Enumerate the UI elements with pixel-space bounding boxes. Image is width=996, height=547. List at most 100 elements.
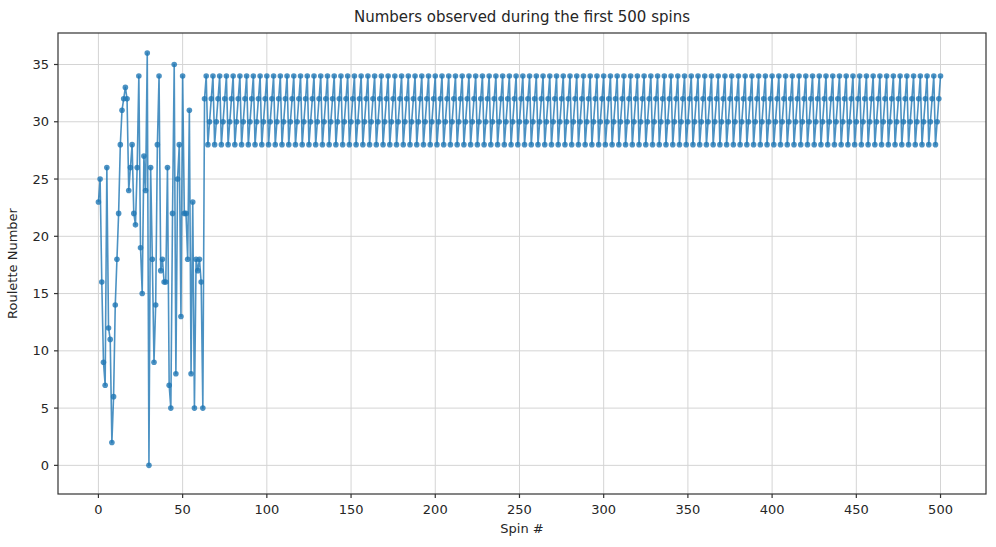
data-point-marker — [129, 142, 135, 148]
data-point-marker — [892, 142, 898, 148]
data-point-marker — [859, 142, 865, 148]
x-tick-label: 450 — [844, 502, 869, 517]
data-point-marker — [926, 142, 932, 148]
data-point-marker — [417, 96, 423, 102]
data-point-marker — [934, 119, 940, 125]
y-tick-label: 0 — [41, 458, 49, 473]
data-point-marker — [936, 96, 942, 102]
x-tick-label: 100 — [254, 502, 279, 517]
data-point-marker — [751, 142, 757, 148]
data-point-marker — [432, 73, 438, 79]
y-tick-label: 10 — [32, 343, 49, 358]
data-point-marker — [353, 142, 359, 148]
data-point-marker — [99, 279, 105, 285]
data-point-marker — [838, 142, 844, 148]
data-point-marker — [626, 96, 632, 102]
data-point-marker — [197, 256, 203, 262]
data-point-marker — [582, 142, 588, 148]
data-point-marker — [454, 142, 460, 148]
data-point-marker — [847, 119, 853, 125]
data-point-marker — [411, 96, 417, 102]
data-point-marker — [259, 142, 265, 148]
data-point-marker — [788, 96, 794, 102]
data-point-marker — [601, 73, 607, 79]
data-point-marker — [864, 73, 870, 79]
data-point-marker — [882, 96, 888, 102]
data-point-marker — [155, 142, 161, 148]
data-point-marker — [464, 96, 470, 102]
data-point-marker — [870, 73, 876, 79]
data-point-marker — [662, 73, 668, 79]
data-point-marker — [786, 119, 792, 125]
data-point-marker — [604, 119, 610, 125]
data-point-marker — [325, 73, 331, 79]
data-point-marker — [431, 96, 437, 102]
data-point-marker — [198, 279, 204, 285]
data-point-marker — [902, 96, 908, 102]
data-point-marker — [239, 142, 245, 148]
data-point-marker — [335, 119, 341, 125]
data-point-marker — [136, 73, 142, 79]
data-point-marker — [165, 165, 171, 171]
y-tick-label: 35 — [32, 57, 49, 72]
data-point-marker — [352, 73, 358, 79]
data-point-marker — [133, 222, 139, 228]
data-point-marker — [190, 199, 196, 205]
data-point-marker — [360, 142, 366, 148]
data-point-marker — [308, 119, 314, 125]
data-point-marker — [441, 142, 447, 148]
data-point-marker — [262, 96, 268, 102]
data-point-marker — [318, 73, 324, 79]
data-point-marker — [737, 142, 743, 148]
data-point-marker — [650, 142, 656, 148]
data-point-marker — [512, 96, 518, 102]
data-point-marker — [491, 96, 497, 102]
data-point-marker — [210, 73, 216, 79]
data-point-marker — [118, 142, 124, 148]
data-point-marker — [854, 119, 860, 125]
data-point-marker — [867, 119, 873, 125]
data-point-marker — [126, 188, 132, 194]
data-point-marker — [803, 73, 809, 79]
data-point-marker — [598, 119, 604, 125]
data-point-marker — [929, 96, 935, 102]
data-point-marker — [160, 256, 166, 262]
data-point-marker — [631, 119, 637, 125]
data-point-marker — [271, 73, 277, 79]
data-point-marker — [513, 73, 519, 79]
data-point-marker — [192, 405, 198, 411]
x-tick-label: 0 — [94, 502, 102, 517]
data-point-marker — [609, 142, 615, 148]
data-point-marker — [485, 96, 491, 102]
data-point-marker — [596, 142, 602, 148]
data-point-marker — [539, 96, 545, 102]
data-point-marker — [407, 142, 413, 148]
data-point-marker — [345, 73, 351, 79]
data-point-marker — [542, 142, 548, 148]
data-point-marker — [473, 73, 479, 79]
data-point-marker — [729, 73, 735, 79]
data-point-marker — [343, 96, 349, 102]
data-point-marker — [183, 211, 189, 217]
data-point-marker — [906, 142, 912, 148]
data-point-marker — [178, 314, 184, 320]
x-tick-label: 200 — [423, 502, 448, 517]
data-point-marker — [586, 96, 592, 102]
data-point-marker — [677, 142, 683, 148]
data-point-marker — [116, 211, 122, 217]
data-point-marker — [168, 405, 174, 411]
data-point-marker — [833, 119, 839, 125]
data-point-marker — [412, 73, 418, 79]
data-point-marker — [901, 119, 907, 125]
data-point-marker — [852, 142, 858, 148]
chart-figure: 0501001502002503003504004505000510152025… — [0, 0, 996, 547]
data-point-marker — [272, 142, 278, 148]
data-point-marker — [456, 119, 462, 125]
data-point-marker — [185, 256, 191, 262]
data-point-marker — [377, 96, 383, 102]
data-point-marker — [860, 119, 866, 125]
data-point-marker — [616, 142, 622, 148]
data-point-marker — [581, 73, 587, 79]
data-point-marker — [311, 73, 317, 79]
data-point-marker — [545, 96, 551, 102]
